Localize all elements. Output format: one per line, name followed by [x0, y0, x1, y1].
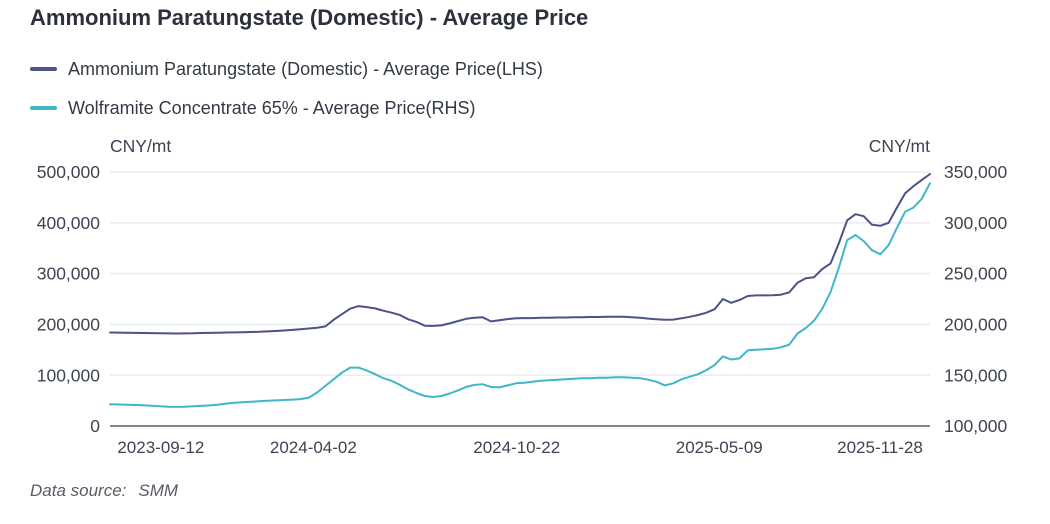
svg-text:350,000: 350,000: [944, 162, 1008, 182]
svg-text:100,000: 100,000: [944, 416, 1008, 436]
svg-text:300,000: 300,000: [37, 264, 101, 284]
legend-item-apt[interactable]: Ammonium Paratungstate (Domestic) - Aver…: [30, 57, 543, 81]
svg-text:500,000: 500,000: [37, 162, 101, 182]
legend-item-wolframite[interactable]: Wolframite Concentrate 65% - Average Pri…: [30, 96, 476, 120]
svg-text:300,000: 300,000: [944, 213, 1008, 233]
svg-text:0: 0: [90, 416, 100, 436]
svg-text:400,000: 400,000: [37, 213, 101, 233]
svg-text:2024-04-02: 2024-04-02: [270, 438, 357, 457]
svg-text:100,000: 100,000: [37, 365, 101, 385]
legend-label: Wolframite Concentrate 65% - Average Pri…: [68, 97, 476, 118]
svg-text:2023-09-12: 2023-09-12: [117, 438, 204, 457]
legend-line-icon: [30, 67, 57, 71]
page-title: Ammonium Paratungstate (Domestic) - Aver…: [30, 5, 589, 30]
data-source-label: Data source:: [30, 481, 127, 500]
svg-text:CNY/mt: CNY/mt: [869, 136, 930, 156]
svg-text:150,000: 150,000: [944, 365, 1008, 385]
legend-label: Ammonium Paratungstate (Domestic) - Aver…: [68, 58, 543, 79]
svg-text:250,000: 250,000: [944, 264, 1008, 284]
svg-text:2025-11-28: 2025-11-28: [837, 438, 923, 457]
svg-text:200,000: 200,000: [944, 315, 1008, 335]
legend-line-icon: [30, 106, 57, 110]
data-source-value: SMM: [138, 481, 179, 500]
svg-text:200,000: 200,000: [37, 315, 101, 335]
svg-text:CNY/mt: CNY/mt: [110, 136, 171, 156]
svg-text:2025-05-09: 2025-05-09: [676, 438, 763, 457]
svg-text:2024-10-22: 2024-10-22: [473, 438, 560, 457]
data-source-note: Data source: SMM: [30, 481, 178, 501]
